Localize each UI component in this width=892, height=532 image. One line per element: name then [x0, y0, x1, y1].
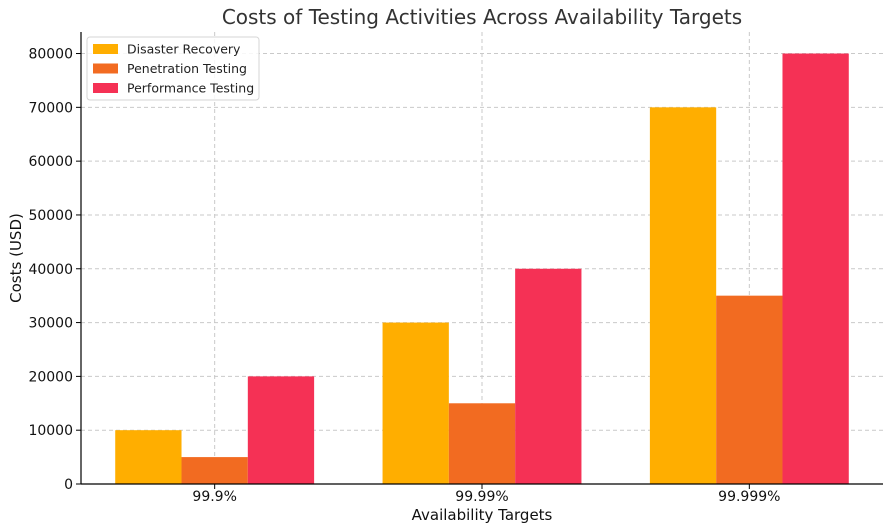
y-tick-label: 10000 — [28, 423, 73, 439]
chart-title: Costs of Testing Activities Across Avail… — [222, 5, 742, 29]
bar-penetration-testing-0 — [181, 457, 248, 484]
y-tick-label: 20000 — [28, 369, 73, 385]
bar-disaster-recovery-0 — [115, 430, 182, 484]
y-axis-label: Costs (USD) — [7, 213, 25, 303]
legend-swatch — [93, 83, 118, 93]
bar-disaster-recovery-1 — [382, 322, 449, 484]
y-tick-label: 80000 — [28, 47, 73, 63]
x-tick-label: 99.9% — [192, 489, 236, 505]
bar-penetration-testing-1 — [448, 403, 516, 484]
y-tick-label: 30000 — [28, 316, 73, 332]
bar-performance-testing-1 — [515, 268, 582, 484]
legend-label: Penetration Testing — [127, 61, 247, 76]
legend-label: Performance Testing — [127, 81, 254, 96]
y-tick-label: 0 — [64, 477, 73, 493]
y-tick-label: 40000 — [28, 262, 73, 278]
y-tick-label: 70000 — [28, 100, 73, 116]
bar-performance-testing-0 — [247, 376, 315, 484]
x-tick-labels: 99.9% 99.99% 99.999% — [192, 489, 780, 505]
bar-penetration-testing-2 — [716, 295, 783, 484]
y-tick-label: 60000 — [28, 154, 73, 170]
y-tick-label: 50000 — [28, 208, 73, 224]
x-axis-label: Availability Targets — [412, 506, 553, 524]
bar-disaster-recovery-2 — [649, 107, 717, 484]
legend-label: Disaster Recovery — [127, 42, 241, 57]
legend-swatch — [93, 63, 118, 74]
legend-box — [86, 36, 260, 101]
bar-performance-testing-2 — [782, 53, 849, 485]
x-tick-label: 99.99% — [455, 489, 508, 505]
bars — [115, 53, 849, 485]
y-tick-labels: 0 10000 20000 30000 40000 50000 60000 70000 8000… — [28, 47, 73, 493]
x-tick-label: 99.999% — [718, 489, 780, 505]
legend: Disaster Recovery Penetration Testing Perf… — [86, 36, 260, 101]
axes — [76, 32, 883, 489]
legend-swatch — [93, 44, 118, 54]
grid — [81, 32, 883, 485]
